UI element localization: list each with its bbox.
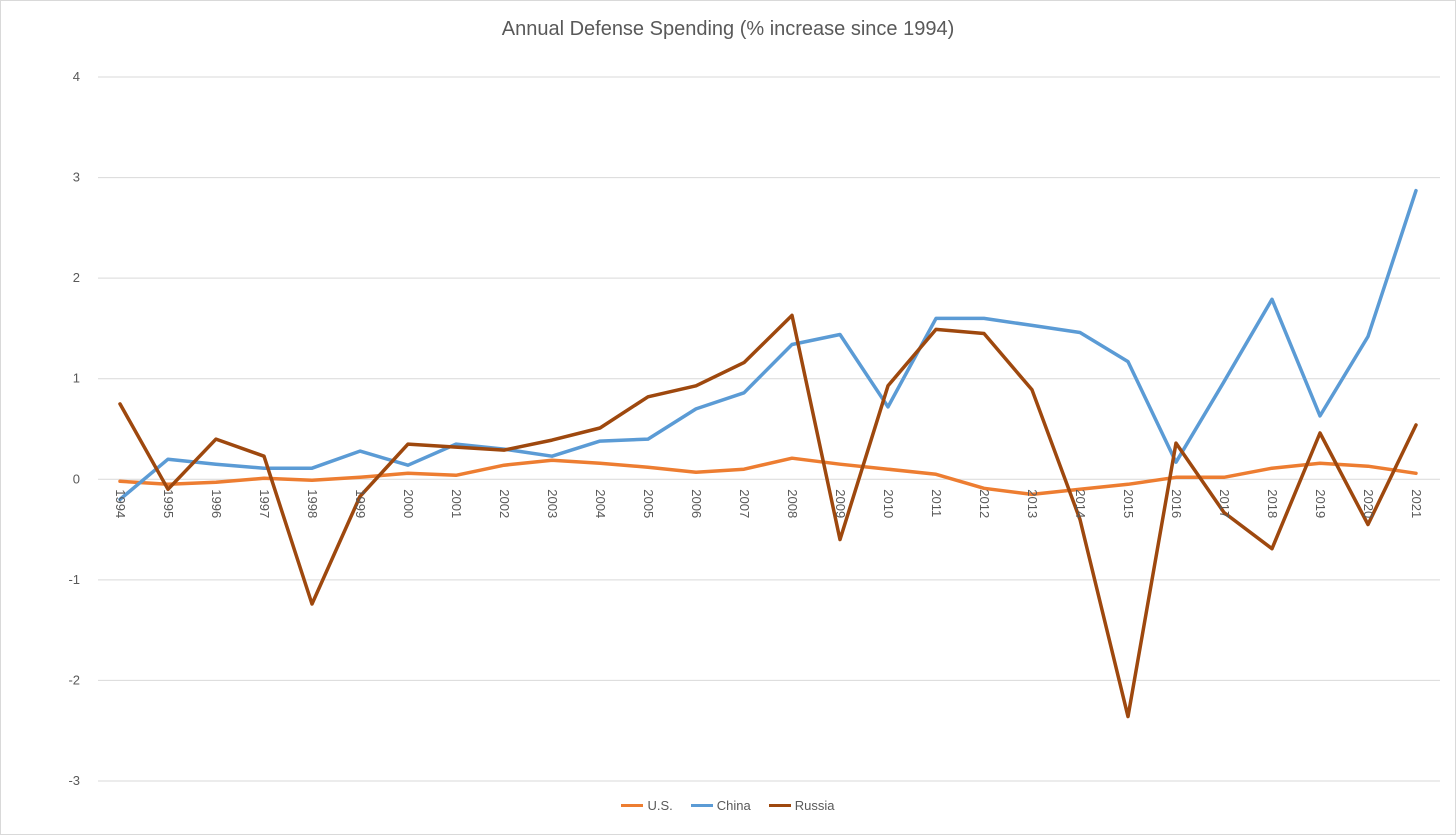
legend-label: Russia [794, 798, 835, 813]
x-tick-label: 1997 [257, 489, 272, 518]
x-tick-label: 1999 [353, 489, 368, 518]
x-tick-label: 2005 [641, 489, 656, 518]
chart-title: Annual Defense Spending (% increase sinc… [501, 18, 955, 40]
series-lines [118, 188, 1418, 719]
x-tick-label: 2019 [1313, 489, 1328, 518]
x-tick-label: 2017 [1217, 489, 1232, 518]
x-tick-label: 2008 [785, 489, 800, 518]
legend-label: U.S. [647, 798, 673, 813]
x-tick-label: 1994 [113, 489, 128, 518]
y-tick-label: 4 [73, 69, 80, 84]
x-tick-label: 2007 [737, 489, 752, 518]
y-tick-label: 0 [73, 471, 80, 486]
legend-label: China [716, 798, 751, 813]
x-tick-label: 2004 [593, 489, 608, 518]
legend: U.S. China Russia [0, 798, 1456, 813]
x-tick-label: 2001 [449, 489, 464, 518]
y-tick-label: 3 [73, 170, 80, 185]
x-tick-label: 2009 [833, 489, 848, 518]
y-tick-label: 1 [73, 371, 80, 386]
x-tick-label: 2003 [545, 489, 560, 518]
x-tick-label: 1995 [161, 489, 176, 518]
legend-item: China [690, 798, 751, 813]
x-tick-label: 2020 [1361, 489, 1376, 518]
series-line-china [118, 188, 1418, 502]
y-tick-label: -1 [68, 572, 80, 587]
x-tick-label: 1998 [305, 489, 320, 518]
x-tick-label: 2014 [1073, 489, 1088, 518]
x-tick-label: 2010 [881, 489, 896, 518]
x-tick-label: 2013 [1025, 489, 1040, 518]
x-tick-label: 2006 [689, 489, 704, 518]
x-tick-label: 1996 [209, 489, 224, 518]
x-tick-label: 2021 [1409, 489, 1424, 518]
x-tick-label: 2016 [1169, 489, 1184, 518]
x-tick-label: 2012 [977, 489, 992, 518]
x-tick-label: 2000 [401, 489, 416, 518]
legend-item: U.S. [621, 798, 673, 813]
y-tick-label: -2 [68, 672, 80, 687]
x-tick-label: 2018 [1265, 489, 1280, 518]
legend-swatch [768, 804, 791, 807]
y-tick-label: -3 [68, 773, 80, 788]
x-tick-label: 2011 [929, 489, 944, 517]
legend-item: Russia [768, 798, 835, 813]
x-tick-label: 2002 [497, 489, 512, 518]
legend-swatch [690, 804, 713, 807]
x-tick-label: 2015 [1121, 489, 1136, 518]
y-tick-label: 2 [73, 270, 80, 285]
y-axis-ticks: 4 3 2 1 0 -1 -2 -3 [68, 69, 80, 788]
gridlines [98, 76, 1440, 782]
series-line-russia [118, 313, 1418, 719]
x-axis-ticks: 1994 1995 1996 1997 1998 1999 2000 2001 2002 2003… [113, 489, 1424, 518]
legend-swatch [621, 804, 644, 807]
